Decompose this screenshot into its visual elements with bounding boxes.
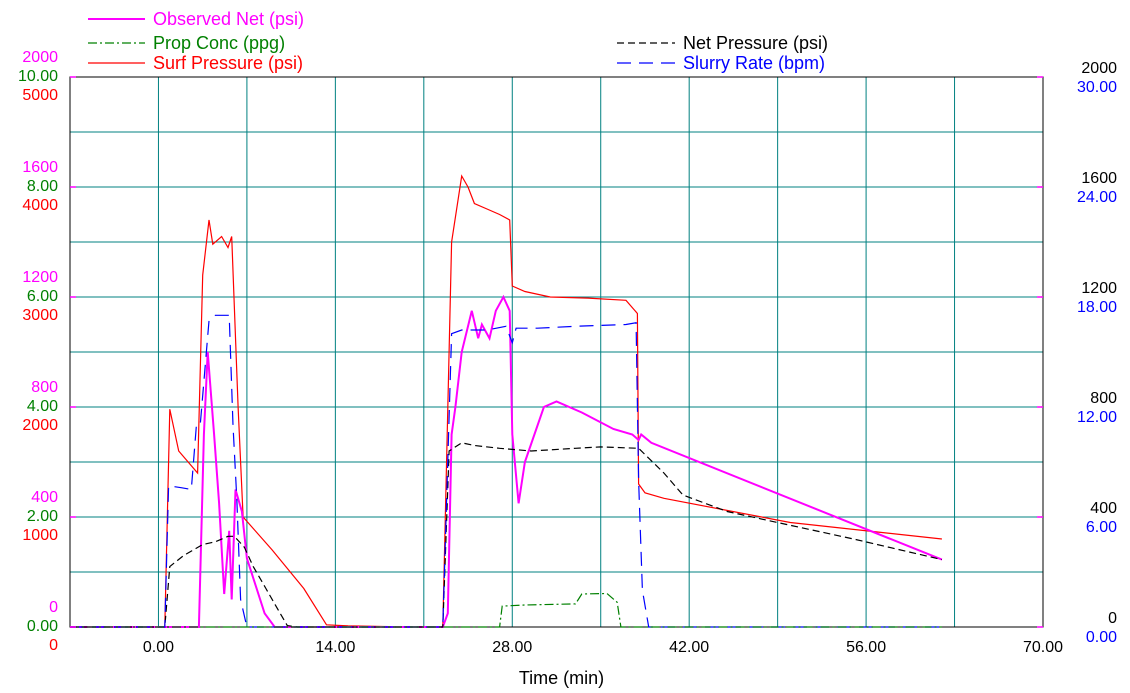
left-axis-tick-label-prop-conc: 2.00 — [27, 508, 58, 525]
x-axis-tick-label: 28.00 — [492, 639, 532, 656]
legend-label-observed-net: Observed Net (psi) — [153, 9, 304, 29]
legend-label-prop-conc: Prop Conc (ppg) — [153, 33, 285, 53]
left-axis-tick-label-surf-pressure: 4000 — [22, 197, 58, 214]
right-axis-tick-label-slurry-rate: 24.00 — [1077, 189, 1117, 206]
left-axis-tick-label-surf-pressure: 1000 — [22, 527, 58, 544]
right-axis-tick-label-net-pressure: 400 — [1090, 500, 1117, 517]
right-axis-tick-label-slurry-rate: 6.00 — [1086, 519, 1117, 536]
left-axis-tick-label-surf-pressure: 3000 — [22, 307, 58, 324]
right-axis-tick-label-slurry-rate: 30.00 — [1077, 79, 1117, 96]
right-axis-tick-label-slurry-rate: 0.00 — [1086, 629, 1117, 646]
left-axis-tick-label-prop-conc: 4.00 — [27, 398, 58, 415]
left-axis-tick-label-surf-pressure: 5000 — [22, 87, 58, 104]
right-axis-tick-label-net-pressure: 1600 — [1081, 170, 1117, 187]
left-axis-tick-label-prop-conc: 6.00 — [27, 288, 58, 305]
right-axis-tick-label-net-pressure: 2000 — [1081, 60, 1117, 77]
left-axis-tick-label-surf-pressure: 2000 — [22, 417, 58, 434]
series-line-slurry-rate — [70, 314, 942, 628]
x-axis-tick-label: 42.00 — [669, 639, 709, 656]
legend-label-net-pressure: Net Pressure (psi) — [683, 33, 828, 53]
plot-area-frame — [69, 76, 1044, 628]
series-line-prop-conc — [70, 592, 942, 628]
x-axis-tick-label: 0.00 — [143, 639, 174, 656]
x-axis-tick-label: 70.00 — [1023, 639, 1063, 656]
x-axis-label: Time (min) — [519, 668, 604, 688]
left-axis-tick-label-observed-net: 800 — [31, 379, 58, 396]
right-axis-tick-label-slurry-rate: 12.00 — [1077, 409, 1117, 426]
right-axis-tick-label-slurry-rate: 18.00 — [1077, 299, 1117, 316]
right-axis-tick-label-net-pressure: 800 — [1090, 390, 1117, 407]
left-axis-tick-label-surf-pressure: 0 — [49, 637, 58, 654]
right-axis-tick-label-net-pressure: 0 — [1108, 610, 1117, 627]
right-axis-tick-label-net-pressure: 1200 — [1081, 280, 1117, 297]
legend-label-slurry-rate: Slurry Rate (bpm) — [683, 53, 825, 73]
left-axis-tick-label-observed-net: 2000 — [22, 49, 58, 66]
grid-lines — [70, 77, 1044, 627]
series-line-net-pressure — [70, 442, 943, 628]
series-line-observed-net — [70, 294, 943, 628]
left-axis-tick-label-observed-net: 1600 — [22, 159, 58, 176]
left-axis-tick-label-observed-net: 1200 — [22, 269, 58, 286]
left-axis-tick-label-prop-conc: 0.00 — [27, 618, 58, 635]
x-axis-tick-label: 56.00 — [846, 639, 886, 656]
left-axis-tick-label-observed-net: 0 — [49, 599, 58, 616]
left-axis-tick-label-prop-conc: 10.00 — [18, 68, 58, 85]
axes: 0 400 800 1200 1600 2000 0.00 2.00 4.00 6.00 8.00 1… — [18, 49, 1117, 656]
legend: Surf Pressure (psi) Observed Net (psi) Net… — [88, 9, 828, 73]
left-axis-tick-label-observed-net: 400 — [31, 489, 58, 506]
legend-label-surf-pressure: Surf Pressure (psi) — [153, 53, 303, 73]
data-series — [70, 174, 943, 628]
x-axis-tick-label: 14.00 — [315, 639, 355, 656]
left-axis-tick-label-prop-conc: 8.00 — [27, 178, 58, 195]
